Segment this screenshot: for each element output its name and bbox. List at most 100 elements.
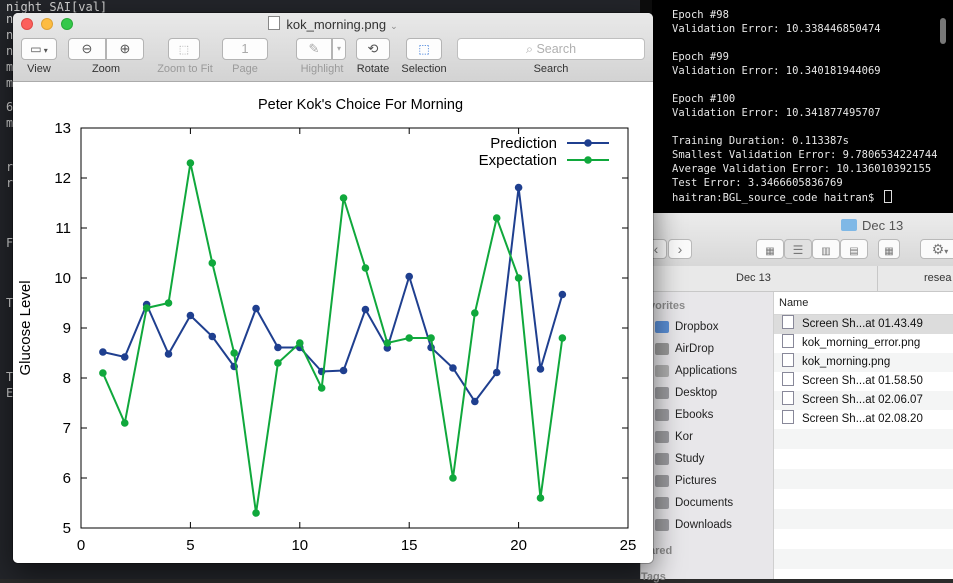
image-file-icon bbox=[782, 391, 794, 405]
terminal-line: Training Duration: 0.113387s bbox=[672, 135, 850, 147]
data-point-expectation bbox=[514, 274, 523, 282]
terminal-line: Validation Error: 10.338446850474 bbox=[672, 23, 881, 35]
legend-marker-prediction bbox=[584, 139, 592, 147]
rotate-label: Rotate bbox=[356, 63, 390, 75]
sidebar-item-dropbox[interactable]: Dropbox bbox=[655, 317, 718, 337]
sidebar-item-kor[interactable]: Kor bbox=[655, 427, 693, 447]
legend-label-prediction: Prediction bbox=[490, 135, 557, 152]
background-terminal-line: F bbox=[6, 236, 14, 250]
data-point-expectation bbox=[317, 384, 326, 392]
chevron-down-icon[interactable]: ⌄ bbox=[390, 21, 398, 31]
name-column-header[interactable]: Name bbox=[774, 292, 953, 315]
sidebar-item-airdrop[interactable]: AirDrop bbox=[655, 339, 714, 359]
highlight-menu-button[interactable]: ▾ bbox=[332, 38, 346, 60]
data-point-expectation bbox=[558, 334, 567, 342]
sidebar-item-ebooks[interactable]: Ebooks bbox=[655, 405, 713, 425]
highlight-button[interactable]: ✎ bbox=[296, 38, 332, 60]
highlight-label: Highlight bbox=[300, 63, 344, 75]
chevron-down-icon: ▾ bbox=[944, 247, 949, 256]
rotate-button[interactable]: ⟲ bbox=[356, 38, 390, 60]
file-rows: Screen Sh...at 01.43.49 kok_morning_error… bbox=[774, 315, 953, 579]
close-button[interactable] bbox=[21, 18, 33, 30]
finder-title: Dec 13 bbox=[841, 218, 903, 233]
sidebar-item-pictures[interactable]: Pictures bbox=[655, 471, 717, 491]
zoom-out-button[interactable]: ⊖ bbox=[68, 38, 106, 60]
action-button[interactable]: ⚙▾ bbox=[920, 239, 953, 259]
x-tick-label: 10 bbox=[291, 537, 308, 554]
data-point-prediction bbox=[274, 343, 282, 352]
ebooks-icon bbox=[655, 409, 669, 421]
sidebar-item-applications[interactable]: Applications bbox=[655, 361, 737, 381]
file-row[interactable]: Screen Sh...at 01.43.49 bbox=[774, 315, 953, 334]
page-field[interactable]: 1 bbox=[222, 38, 268, 60]
minimize-button[interactable] bbox=[41, 18, 53, 30]
zoom-to-fit-button[interactable]: ⬚ bbox=[168, 38, 200, 60]
grid-icon: ▦ bbox=[765, 246, 775, 257]
folder-icon bbox=[841, 219, 857, 231]
background-terminal-line: night_SAI[val] bbox=[6, 0, 108, 14]
data-point-prediction bbox=[120, 353, 129, 361]
empty-list-row bbox=[774, 429, 953, 449]
legend-label-expectation: Expectation bbox=[479, 152, 557, 169]
page-label: Page bbox=[232, 63, 258, 75]
sidebar-item-label: Downloads bbox=[675, 519, 732, 531]
list-icon: ☰ bbox=[792, 243, 804, 257]
tab-dec-13[interactable]: Dec 13 bbox=[736, 272, 771, 284]
zoom-in-button[interactable]: ⊕ bbox=[106, 38, 144, 60]
desktop-icon bbox=[655, 387, 669, 399]
sidebar-item-downloads[interactable]: Downloads bbox=[655, 515, 732, 535]
sidebar-item-desktop[interactable]: Desktop bbox=[655, 383, 717, 403]
y-axis-label: Glucose Level bbox=[17, 280, 34, 375]
sidebar-item-label: AirDrop bbox=[675, 343, 714, 355]
sidebar-item-documents[interactable]: Documents bbox=[655, 493, 733, 513]
view-button[interactable]: ▭ ▾ bbox=[21, 38, 57, 60]
file-row[interactable]: Screen Sh...at 01.58.50 bbox=[774, 372, 953, 391]
search-field[interactable]: ⌕ Search bbox=[457, 38, 645, 60]
tab-research[interactable]: resea bbox=[924, 272, 952, 284]
background-terminal-line: 6 bbox=[6, 100, 14, 114]
file-row[interactable]: kok_morning_error.png bbox=[774, 334, 953, 353]
data-point-prediction bbox=[492, 368, 501, 377]
zoom-button[interactable] bbox=[61, 18, 73, 30]
documents-icon bbox=[655, 497, 669, 509]
icon-view-button[interactable]: ▦ bbox=[756, 239, 784, 259]
sidebar-item-label: Kor bbox=[675, 431, 693, 443]
selection-button[interactable]: ⬚ bbox=[406, 38, 442, 60]
terminal-line bbox=[672, 120, 953, 134]
arrange-button[interactable]: ▦ bbox=[878, 239, 900, 259]
selection-icon: ⬚ bbox=[418, 42, 430, 56]
file-row[interactable]: Screen Sh...at 02.08.20 bbox=[774, 410, 953, 429]
sidebar-item-study[interactable]: Study bbox=[655, 449, 704, 469]
sidebar-favorites-header: vorites bbox=[649, 300, 686, 312]
preview-window: kok_morning.png ⌄ ▭ ▾ View ⊖ ⊕ Zoom ⬚ Zoo… bbox=[13, 13, 653, 563]
y-tick-label: 8 bbox=[63, 370, 71, 387]
terminal-scrollbar[interactable] bbox=[940, 18, 946, 44]
data-point-expectation bbox=[449, 474, 457, 482]
view-label: View bbox=[27, 63, 51, 75]
chevron-left-icon: ‹ bbox=[653, 241, 659, 257]
terminal-line: Epoch #99 bbox=[672, 51, 729, 63]
image-canvas[interactable]: 0 5 10 15 20 25 5 6 7 8 9 10 11 12 13 Peter Kok's Choic… bbox=[13, 82, 653, 563]
list-view-button[interactable]: ☰ bbox=[784, 239, 812, 259]
terminal-line bbox=[672, 36, 953, 50]
terminal-line bbox=[672, 78, 953, 92]
zoom-in-icon: ⊕ bbox=[119, 41, 131, 56]
search-icon: ⌕ bbox=[525, 42, 537, 56]
file-row[interactable]: kok_morning.png bbox=[774, 353, 953, 372]
y-tick-label: 13 bbox=[54, 120, 71, 137]
x-tick-label: 15 bbox=[401, 537, 418, 554]
data-point-prediction bbox=[471, 397, 479, 406]
y-tick-label: 11 bbox=[55, 220, 71, 237]
gallery-view-button[interactable]: ▤ bbox=[840, 239, 868, 259]
terminal-window[interactable]: Epoch #98 Validation Error: 10.3384468504… bbox=[652, 0, 953, 213]
terminal-line: Validation Error: 10.340181944069 bbox=[672, 65, 881, 77]
column-view-button[interactable]: ▥ bbox=[812, 239, 840, 259]
file-row[interactable]: Screen Sh...at 02.06.07 bbox=[774, 391, 953, 410]
chevron-down-icon: ▾ bbox=[41, 46, 48, 55]
terminal-prompt-line[interactable]: haitran:BGL_source_code haitran$ bbox=[672, 190, 953, 204]
terminal-line: Validation Error: 10.341877495707 bbox=[672, 107, 881, 119]
empty-list-row bbox=[774, 529, 953, 549]
sidebar-item-label: Documents bbox=[675, 497, 734, 509]
sidebar-item-label: Ebooks bbox=[675, 409, 714, 421]
forward-button[interactable]: › bbox=[668, 239, 692, 259]
